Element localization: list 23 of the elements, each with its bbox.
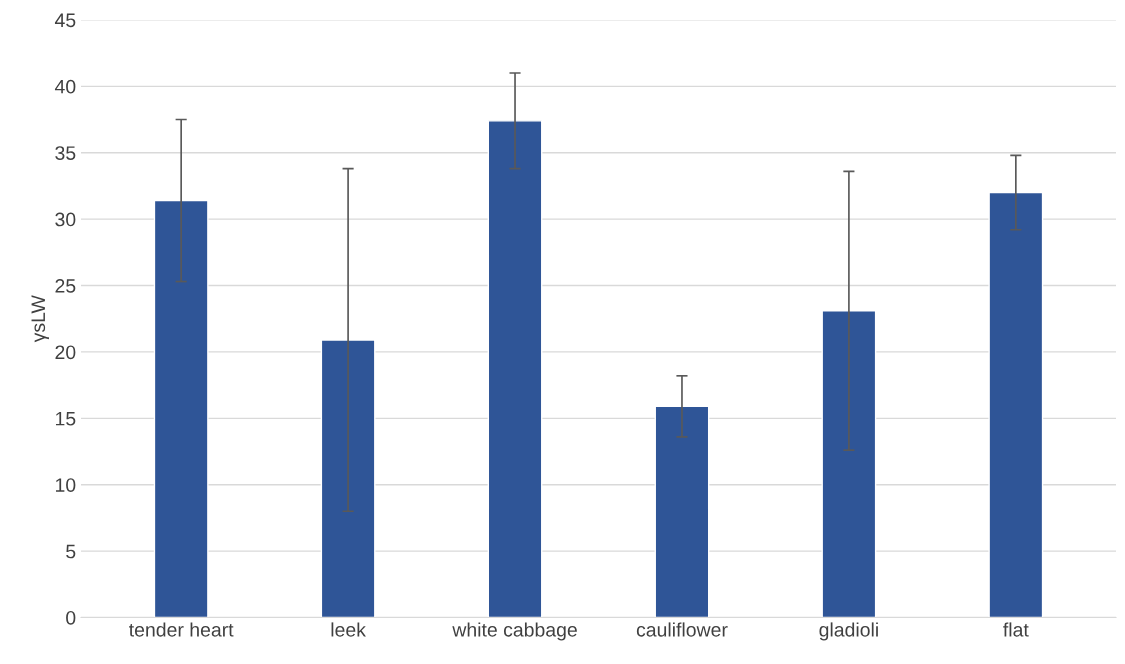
x-tick-label: gladioli — [819, 622, 878, 641]
bar — [988, 191, 1044, 618]
y-tick-label: 35 — [55, 146, 76, 160]
y-tick-label: 40 — [54, 79, 76, 94]
y-tick-label: 20 — [55, 345, 76, 360]
x-tick-label: white cabbage — [452, 622, 577, 641]
bar — [320, 339, 376, 618]
x-tick-label: leek — [331, 622, 366, 637]
bar — [487, 120, 543, 618]
y-axis-title: γsLW — [31, 295, 49, 343]
y-tick-label: 30 — [55, 212, 76, 227]
bar — [153, 199, 209, 618]
y-tick-label: 0 — [66, 610, 76, 625]
y-tick-label: 45 — [54, 13, 76, 28]
bar — [821, 310, 877, 618]
y-tick-label: 15 — [56, 411, 76, 426]
y-tick-label: 5 — [66, 544, 76, 559]
x-tick-label: tender heart — [129, 622, 234, 637]
y-tick-label: 25 — [55, 278, 76, 293]
x-tick-label: flat — [1003, 622, 1029, 637]
y-tick-label: 10 — [56, 478, 76, 492]
bar — [654, 405, 710, 618]
x-tick-label: cauliflower — [636, 622, 728, 637]
